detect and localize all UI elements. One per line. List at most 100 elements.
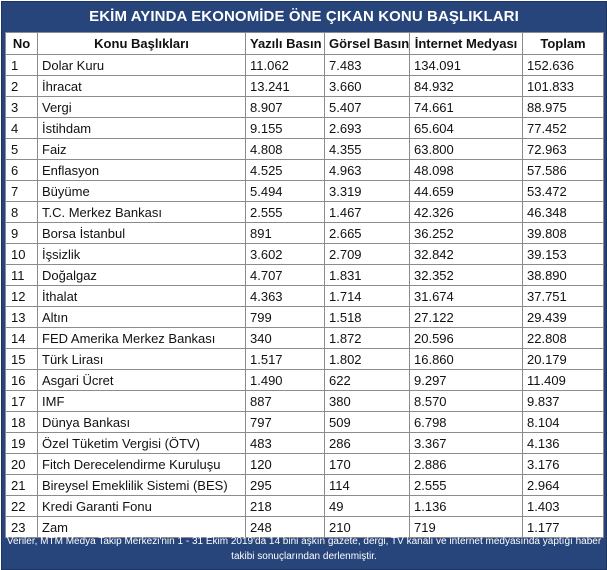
table-row: 11 Doğalgaz 4.707 1.831 32.352 38.890 [5,264,604,286]
cell-no: 16 [5,369,38,391]
cell-visual-media: 1.802 [324,348,410,370]
cell-total: 20.179 [522,348,604,370]
cell-visual-media: 210 [324,516,410,538]
cell-total: 39.808 [522,222,604,244]
cell-no: 14 [5,327,38,349]
cell-topic: Kredi Garanti Fonu [37,495,246,517]
cell-no: 2 [5,75,38,97]
cell-no: 1 [5,54,38,76]
cell-visual-media: 5.407 [324,96,410,118]
cell-topic: Vergi [37,96,246,118]
cell-total: 22.808 [522,327,604,349]
cell-print-media: 891 [245,222,325,244]
cell-internet-media: 6.798 [409,411,523,433]
table-row: 21 Bireysel Emeklilik Sistemi (BES) 295 114… [5,474,604,496]
table-row: 19 Özel Tüketim Vergisi (ÖTV) 483 286 3.367 4… [5,432,604,454]
cell-topic: Asgari Ücret [37,369,246,391]
cell-visual-media: 1.467 [324,201,410,223]
cell-print-media: 3.602 [245,243,325,265]
cell-internet-media: 42.326 [409,201,523,223]
cell-topic: Bireysel Emeklilik Sistemi (BES) [37,474,246,496]
header-no: No [5,32,38,55]
cell-no: 8 [5,201,38,223]
table-row: 7 Büyüme 5.494 3.319 44.659 53.472 [5,180,604,202]
cell-visual-media: 1.831 [324,264,410,286]
cell-visual-media: 49 [324,495,410,517]
table-row: 6 Enflasyon 4.525 4.963 48.098 57.586 [5,159,604,181]
cell-internet-media: 134.091 [409,54,523,76]
cell-internet-media: 20.596 [409,327,523,349]
cell-topic: Özel Tüketim Vergisi (ÖTV) [37,432,246,454]
cell-no: 10 [5,243,38,265]
cell-print-media: 483 [245,432,325,454]
cell-no: 13 [5,306,38,328]
cell-no: 23 [5,516,38,538]
table-row: 15 Türk Lirası 1.517 1.802 16.860 20.179 [5,348,604,370]
cell-internet-media: 32.352 [409,264,523,286]
cell-visual-media: 1.518 [324,306,410,328]
cell-topic: Altın [37,306,246,328]
cell-topic: Fitch Derecelendirme Kuruluşu [37,453,246,475]
cell-no: 20 [5,453,38,475]
cell-print-media: 248 [245,516,325,538]
cell-print-media: 5.494 [245,180,325,202]
cell-total: 1.403 [522,495,604,517]
page-title: EKİM AYINDA EKONOMİDE ÖNE ÇIKAN KONU BAŞ… [89,8,519,25]
cell-no: 7 [5,180,38,202]
cell-print-media: 4.808 [245,138,325,160]
footer-note: Veriler, MTM Medya Takip Merkezi'nin 1 -… [6,536,602,562]
table-header-row: No Konu Başlıkları Yazılı Basın Görsel B… [5,32,604,55]
cell-topic: Büyüme [37,180,246,202]
cell-total: 29.439 [522,306,604,328]
cell-topic: Faiz [37,138,246,160]
cell-visual-media: 7.483 [324,54,410,76]
table-row: 2 İhracat 13.241 3.660 84.932 101.833 [5,75,604,97]
cell-print-media: 2.555 [245,201,325,223]
cell-total: 57.586 [522,159,604,181]
cell-visual-media: 170 [324,453,410,475]
cell-print-media: 799 [245,306,325,328]
cell-total: 88.975 [522,96,604,118]
cell-no: 3 [5,96,38,118]
cell-no: 11 [5,264,38,286]
cell-topic: İhracat [37,75,246,97]
cell-visual-media: 1.872 [324,327,410,349]
cell-total: 53.472 [522,180,604,202]
table-row: 13 Altın 799 1.518 27.122 29.439 [5,306,604,328]
table-row: 18 Dünya Bankası 797 509 6.798 8.104 [5,411,604,433]
cell-topic: İthalat [37,285,246,307]
cell-total: 11.409 [522,369,604,391]
cell-internet-media: 63.800 [409,138,523,160]
cell-topic: Doğalgaz [37,264,246,286]
cell-print-media: 797 [245,411,325,433]
table-row: 16 Asgari Ücret 1.490 622 9.297 11.409 [5,369,604,391]
cell-visual-media: 4.963 [324,159,410,181]
cell-print-media: 4.363 [245,285,325,307]
cell-visual-media: 2.665 [324,222,410,244]
cell-no: 6 [5,159,38,181]
cell-print-media: 8.907 [245,96,325,118]
cell-visual-media: 2.693 [324,117,410,139]
cell-internet-media: 48.098 [409,159,523,181]
cell-internet-media: 31.674 [409,285,523,307]
header-total: Toplam [522,32,604,55]
cell-internet-media: 36.252 [409,222,523,244]
cell-print-media: 1.517 [245,348,325,370]
cell-visual-media: 3.319 [324,180,410,202]
table-body: 1 Dolar Kuru 11.062 7.483 134.091 152.636 2 İhr… [5,54,604,538]
cell-topic: FED Amerika Merkez Bankası [37,327,246,349]
table-row: 22 Kredi Garanti Fonu 218 49 1.136 1.403 [5,495,604,517]
cell-print-media: 295 [245,474,325,496]
table-row: 3 Vergi 8.907 5.407 74.661 88.975 [5,96,604,118]
cell-no: 17 [5,390,38,412]
cell-internet-media: 27.122 [409,306,523,328]
cell-print-media: 340 [245,327,325,349]
cell-internet-media: 719 [409,516,523,538]
cell-print-media: 1.490 [245,369,325,391]
cell-visual-media: 2.709 [324,243,410,265]
cell-visual-media: 3.660 [324,75,410,97]
cell-no: 9 [5,222,38,244]
cell-total: 46.348 [522,201,604,223]
cell-topic: İşsizlik [37,243,246,265]
table-row: 20 Fitch Derecelendirme Kuruluşu 120 170 2.8… [5,453,604,475]
